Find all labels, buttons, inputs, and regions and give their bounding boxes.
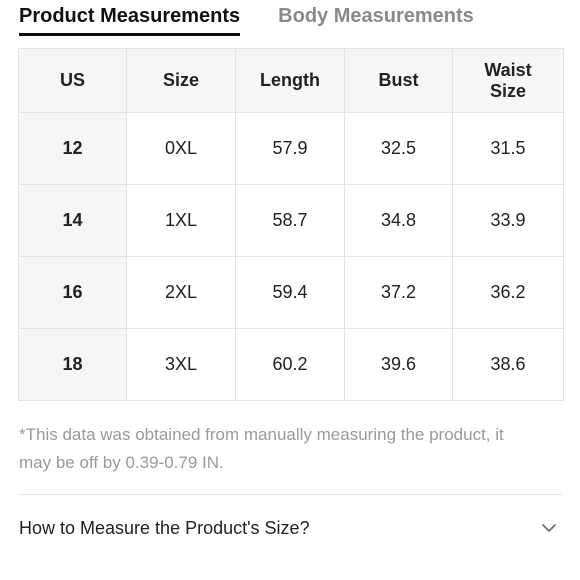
disclaimer-line-1: *This data was obtained from manually me… [19, 425, 504, 444]
tab-body-measurements[interactable]: Body Measurements [278, 5, 474, 27]
cell-length: 59.4 [235, 256, 345, 329]
cell-waist: 38.6 [452, 328, 564, 401]
size-chart-table: US Size Length Bust Waist Size 12 0XL 57… [18, 48, 564, 401]
cell-bust: 37.2 [344, 256, 453, 329]
cell-size: 3XL [126, 328, 236, 401]
cell-us: 16 [18, 256, 127, 329]
cell-us: 18 [18, 328, 127, 401]
cell-bust: 39.6 [344, 328, 453, 401]
cell-size: 2XL [126, 256, 236, 329]
header-bust: Bust [344, 48, 453, 113]
cell-size: 0XL [126, 112, 236, 185]
cell-waist: 36.2 [452, 256, 564, 329]
tab-product-measurements[interactable]: Product Measurements [19, 0, 241, 40]
table-row: 14 1XL 58.7 34.8 33.9 [18, 184, 564, 257]
cell-waist: 31.5 [452, 112, 564, 185]
header-waist-size: Waist Size [452, 48, 564, 113]
table-row: 16 2XL 59.4 37.2 36.2 [18, 256, 564, 329]
cell-length: 58.7 [235, 184, 345, 257]
cell-length: 57.9 [235, 112, 345, 185]
disclaimer-line-2: may be off by 0.39-0.79 IN. [19, 453, 224, 472]
measurement-disclaimer: *This data was obtained from manually me… [19, 421, 564, 477]
header-waist-line1: Waist [484, 59, 532, 80]
section-divider [19, 494, 562, 495]
table-row: 12 0XL 57.9 32.5 31.5 [18, 112, 564, 185]
cell-us: 12 [18, 112, 127, 185]
how-to-measure-accordion[interactable]: How to Measure the Product's Size? [19, 508, 562, 548]
chevron-down-icon[interactable] [540, 519, 558, 537]
cell-waist: 33.9 [452, 184, 564, 257]
table-row: 18 3XL 60.2 39.6 38.6 [18, 328, 564, 401]
header-us: US [18, 48, 127, 113]
table-header-row: US Size Length Bust Waist Size [18, 48, 564, 113]
how-to-measure-label: How to Measure the Product's Size? [19, 517, 310, 538]
cell-bust: 32.5 [344, 112, 453, 185]
header-waist-line2: Size [489, 80, 527, 101]
cell-length: 60.2 [235, 328, 345, 401]
header-waist-size-label: Waist Size [484, 60, 531, 102]
header-size: Size [126, 48, 236, 113]
header-length: Length [235, 48, 345, 113]
cell-size: 1XL [126, 184, 236, 257]
measurement-tabs: Product Measurements Body Measurements [19, 0, 474, 40]
cell-us: 14 [18, 184, 127, 257]
cell-bust: 34.8 [344, 184, 453, 257]
